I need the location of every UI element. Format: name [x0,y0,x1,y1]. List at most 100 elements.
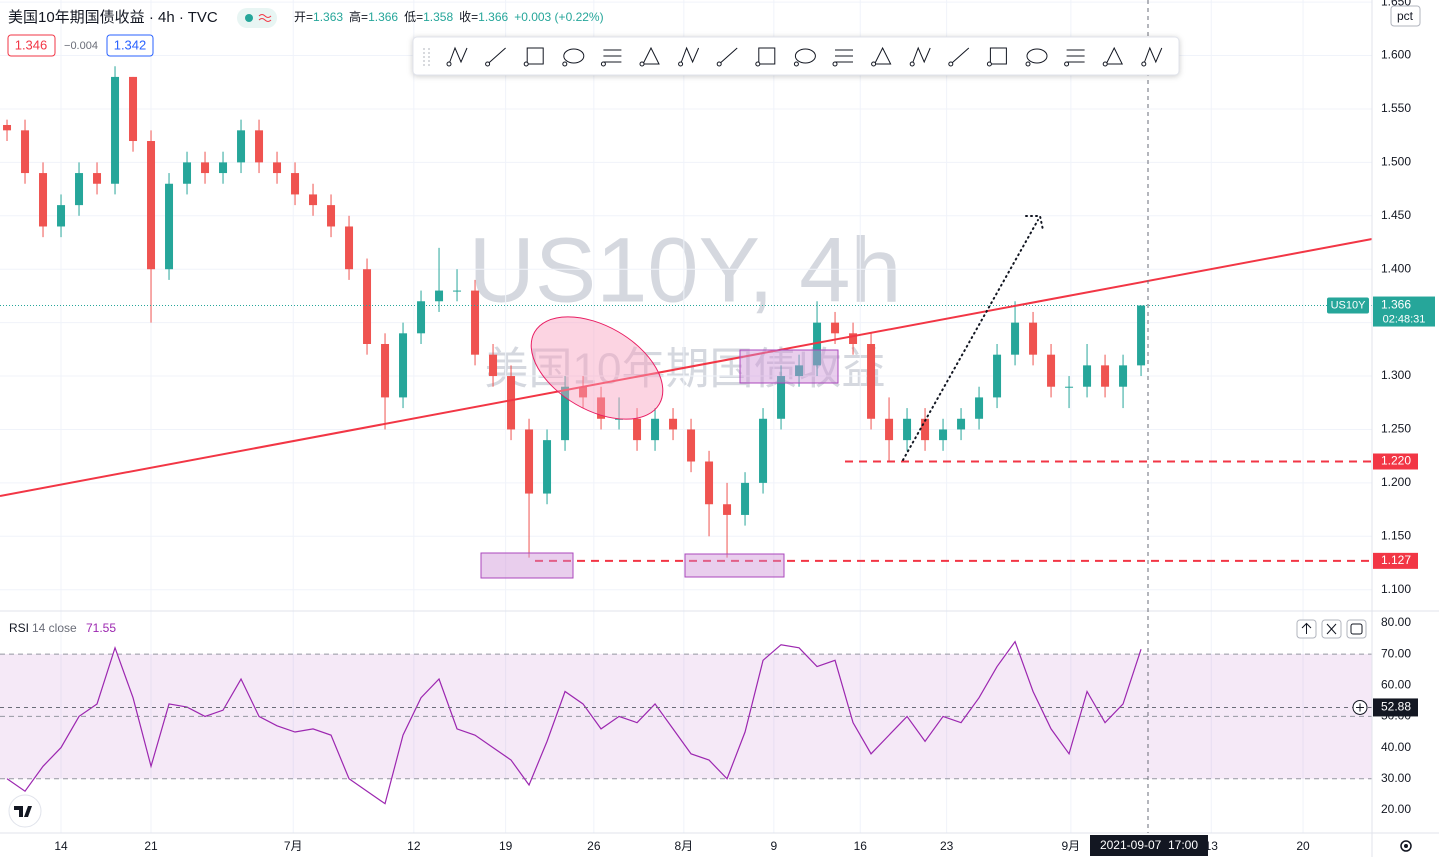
candle-body [543,440,552,494]
tool-button[interactable] [443,41,473,71]
tool-icon [526,47,544,65]
rectangle[interactable] [480,552,574,579]
tool-hit[interactable] [752,41,782,71]
toolbar-handle[interactable] [423,48,430,66]
candle-body [111,76,120,184]
x-tick-label: 19 [499,839,513,853]
tool-button[interactable] [1022,41,1052,71]
candle [3,119,12,142]
arrow-line[interactable] [902,219,1039,461]
candle-body [813,322,822,366]
tool-button[interactable] [983,41,1013,71]
tool-node [639,61,645,67]
candle-body [1029,322,1038,355]
tool-button[interactable] [906,41,936,71]
tool-node [523,61,529,67]
logo [8,794,42,828]
candle-body [633,418,642,441]
tool-button[interactable] [713,41,743,71]
settings-icon[interactable] [1400,840,1412,852]
y-tick-label: 1.600 [1381,48,1411,62]
rectangle[interactable] [684,553,785,578]
candle-body [435,290,444,302]
candle-body [237,130,246,163]
ellipse[interactable] [514,296,681,441]
watermark: US10Y, 4h 美国10年期国债收益 [468,219,901,393]
icon [1350,623,1363,635]
tool-icon [718,47,738,65]
tool-hit[interactable] [520,41,550,71]
tool-button[interactable] [675,41,705,71]
candle-body [129,76,138,142]
tool-hit[interactable] [1099,41,1129,71]
tool-button[interactable] [1138,41,1168,71]
tool-node [1102,61,1108,67]
candle [399,322,408,409]
candle [363,258,372,355]
tool-icon [911,46,931,65]
candle-body [21,130,30,174]
candle-body [849,333,858,344]
candle-body [1137,305,1146,366]
candle [309,183,318,216]
tool-node [1064,61,1070,67]
ohlc-value: 1.366 [478,10,508,24]
x-tick-label: 20 [1296,839,1310,853]
tool-button[interactable] [945,41,975,71]
candle [183,151,192,195]
candle [633,408,642,451]
unit-box[interactable] [1390,5,1421,27]
candle-body [831,322,840,334]
bid-box[interactable] [7,34,56,57]
tool-button[interactable] [597,41,627,71]
tool-button[interactable] [868,41,898,71]
rsi-tick-label: 30.00 [1381,771,1411,785]
logo-badge[interactable] [8,794,42,828]
candle [921,408,930,451]
y-tick-label: 1.100 [1381,582,1411,596]
tool-button[interactable] [636,41,666,71]
candle-body [255,130,264,163]
candle-body [201,162,210,174]
ask-box[interactable] [106,34,154,57]
tool-hit[interactable] [636,41,666,71]
rectangle[interactable] [739,349,839,384]
x-tick-label: 14 [54,839,68,853]
y-tick-label: 1.650 [1381,0,1411,8]
y-tick-label: 1.150 [1381,528,1411,542]
ohlc-value: 1.358 [423,10,453,24]
change: +0.003 (+0.22%) [514,10,603,24]
bid: 1.346 [15,37,48,52]
candle [129,76,138,152]
crosshair-x-tag [1090,835,1208,856]
candle-body [399,333,408,398]
candle [849,322,858,355]
tool-button[interactable] [790,41,820,71]
tool-hit[interactable] [983,41,1013,71]
status-pill[interactable] [237,8,277,28]
trend-line[interactable] [0,238,1373,497]
candle [903,408,912,451]
candle [1101,354,1110,398]
tool-node [446,61,452,67]
symbol-tag-text: US10Y [1331,299,1367,311]
settings [1400,840,1412,852]
candle-body [75,173,84,206]
tool-button[interactable] [1061,41,1091,71]
candle [651,408,660,451]
level-tag [1373,453,1418,470]
candle [381,333,390,430]
tool-icon [989,47,1007,65]
maximize-button[interactable] [1346,619,1367,639]
tool-button[interactable] [520,41,550,71]
candle-body [1101,365,1110,387]
tool-button[interactable] [482,41,512,71]
icon [1301,622,1312,634]
tool-button[interactable] [1099,41,1129,71]
tool-icon [873,46,892,65]
tool-button[interactable] [752,41,782,71]
tool-button[interactable] [559,41,589,71]
tool-button[interactable] [829,41,859,71]
level-tag-text: 1.127 [1381,553,1411,567]
tool-hit[interactable] [868,41,898,71]
